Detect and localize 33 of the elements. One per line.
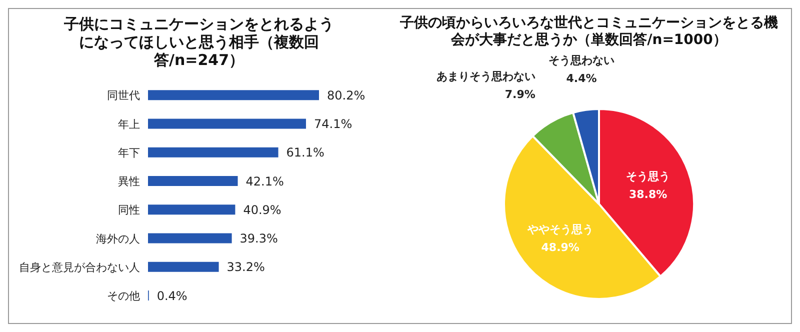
slice-label: ややそう思う [526, 222, 594, 236]
data-label: 4.4% [566, 72, 597, 85]
data-label: 33.2% [226, 260, 265, 274]
data-label: 39.3% [240, 232, 278, 246]
data-label: 42.1% [246, 174, 284, 188]
slice-label: あまりそう思わない [436, 70, 536, 83]
bar [148, 118, 306, 129]
y-tick-label: 年上 [118, 118, 140, 131]
data-label: 61.1% [286, 146, 324, 160]
data-label: 74.1% [314, 117, 352, 132]
data-label: 80.2% [327, 88, 366, 102]
slice-label: そう思わない [548, 54, 614, 67]
y-tick-label: 同性 [118, 204, 140, 217]
bar [148, 147, 278, 158]
bar [148, 233, 232, 244]
y-tick-label: 同世代 [107, 89, 140, 102]
y-tick-label: その他 [107, 290, 140, 303]
data-label: 7.9% [504, 88, 536, 101]
data-label: 40.9% [243, 202, 282, 217]
data-label: 38.8% [628, 188, 668, 201]
y-tick-label: 年下 [118, 146, 140, 160]
chart-title: 子供にコミュニケーションをとれるようになってほしいと思う相手（複数回答/n=247） [64, 15, 334, 69]
bar [148, 204, 236, 215]
y-tick-label: 異性 [118, 175, 140, 188]
bar [148, 176, 238, 186]
y-tick-label: 海外の人 [96, 232, 140, 246]
y-tick-label: 自身と意見が合わない人 [19, 260, 140, 274]
data-label: 48.9% [541, 240, 580, 254]
data-label: 0.4% [156, 288, 188, 303]
chart-title: 子供の頃からいろいろな世代とコミュニケーションをとる機会が大事だと思うか（単数回答/n=1000） [399, 15, 779, 49]
bar [148, 262, 219, 272]
slice-label: そう思う [626, 170, 670, 183]
bar [148, 90, 319, 100]
